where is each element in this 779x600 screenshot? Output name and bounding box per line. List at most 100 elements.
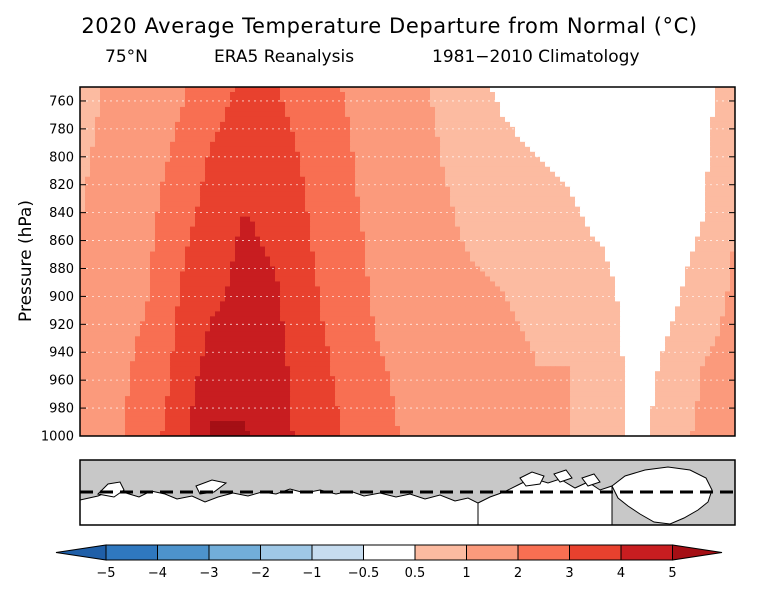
heatmap-cell [500, 96, 506, 103]
heatmap-cell [195, 116, 201, 123]
heatmap-cell [185, 141, 191, 148]
heatmap-cell [320, 96, 326, 103]
heatmap-cell [305, 231, 311, 238]
heatmap-cell [475, 241, 481, 248]
heatmap-cell [720, 141, 726, 148]
heatmap-cell [210, 206, 216, 213]
heatmap-cell [170, 226, 176, 233]
heatmap-cell [375, 121, 381, 128]
heatmap-cell [480, 151, 486, 158]
heatmap-cell [465, 271, 471, 278]
heatmap-cell [430, 111, 436, 118]
heatmap-cell [250, 226, 256, 233]
heatmap-cell [225, 216, 231, 223]
heatmap-cell [550, 106, 556, 113]
heatmap-cell [190, 126, 196, 133]
heatmap-cell [565, 226, 571, 233]
heatmap-cell [695, 126, 701, 133]
heatmap-cell [605, 166, 611, 173]
heatmap-cell [175, 126, 181, 133]
heatmap-cell [515, 266, 521, 273]
heatmap-cell [585, 101, 591, 108]
heatmap-cell [710, 196, 716, 203]
heatmap-cell [465, 236, 471, 243]
heatmap-cell [265, 206, 271, 213]
heatmap-cell [520, 126, 526, 133]
heatmap-cell [490, 186, 496, 193]
heatmap-cell [280, 91, 286, 98]
heatmap-cell [425, 186, 431, 193]
heatmap-cell [515, 131, 521, 138]
heatmap-cell [370, 181, 376, 188]
heatmap-cell [295, 261, 301, 268]
heatmap-cell [350, 251, 356, 258]
heatmap-cell [635, 156, 641, 163]
heatmap-cell [410, 256, 416, 263]
heatmap-cell [355, 176, 361, 183]
heatmap-cell [310, 146, 316, 153]
heatmap-cell [665, 201, 671, 208]
heatmap-cell [195, 131, 201, 138]
heatmap-cell [425, 156, 431, 163]
heatmap-cell [270, 176, 276, 183]
heatmap-cell [645, 186, 651, 193]
heatmap-cell [90, 156, 96, 163]
heatmap-cell [315, 211, 321, 218]
heatmap-cell [340, 87, 346, 93]
heatmap-cell [680, 136, 686, 143]
heatmap-cell [680, 266, 686, 273]
heatmap-cell [675, 136, 681, 143]
heatmap-cell [505, 201, 511, 208]
heatmap-cell [395, 176, 401, 183]
heatmap-cell [235, 191, 241, 198]
heatmap-cell [320, 141, 326, 148]
heatmap-cell [190, 236, 196, 243]
heatmap-cell [150, 271, 156, 278]
heatmap-cell [500, 116, 506, 123]
heatmap-cell [560, 246, 566, 253]
heatmap-cell [440, 131, 446, 138]
heatmap-cell [490, 206, 496, 213]
heatmap-cell [515, 196, 521, 203]
heatmap-cell [600, 186, 606, 193]
heatmap-cell [715, 146, 721, 153]
heatmap-cell [630, 246, 636, 253]
heatmap-cell [355, 221, 361, 228]
heatmap-cell [220, 261, 226, 268]
heatmap-cell [380, 181, 386, 188]
heatmap-cell [395, 136, 401, 143]
heatmap-cell [650, 176, 656, 183]
heatmap-cell [470, 146, 476, 153]
heatmap-cell [680, 111, 686, 118]
heatmap-cell [125, 236, 131, 243]
heatmap-cell [370, 256, 376, 263]
heatmap-cell [665, 261, 671, 268]
heatmap-cell [575, 106, 581, 113]
heatmap-cell [240, 196, 246, 203]
heatmap-cell [300, 151, 306, 158]
heatmap-cell [665, 231, 671, 238]
heatmap-cell [365, 261, 371, 268]
heatmap-cell [445, 121, 451, 128]
heatmap-cell [675, 251, 681, 258]
heatmap-cell [475, 101, 481, 108]
heatmap-cell [205, 121, 211, 128]
heatmap-cell [455, 236, 461, 243]
heatmap-cell [240, 241, 246, 248]
heatmap-cell [100, 141, 106, 148]
heatmap-cell [715, 176, 721, 183]
heatmap-cell [130, 101, 136, 108]
heatmap-cell [620, 251, 626, 258]
heatmap-cell [160, 236, 166, 243]
heatmap-cell [540, 121, 546, 128]
heatmap-cell [660, 216, 666, 223]
heatmap-cell [455, 111, 461, 118]
heatmap-cell [285, 201, 291, 208]
heatmap-cell [415, 146, 421, 153]
heatmap-cell [100, 201, 106, 208]
heatmap-cell [700, 96, 706, 103]
heatmap-cell [105, 156, 111, 163]
heatmap-cell [480, 271, 486, 278]
heatmap-cell [415, 211, 421, 218]
heatmap-cell [175, 101, 181, 108]
